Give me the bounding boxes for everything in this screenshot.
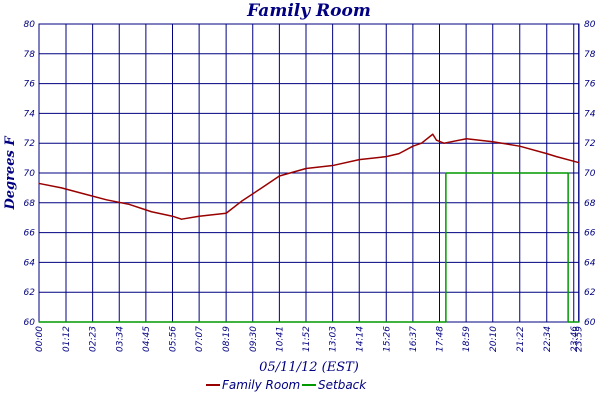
x-tick-label: 07:07 (195, 326, 205, 352)
y-tick-label-left: 64 (24, 258, 36, 268)
data-point-family-room (465, 138, 468, 140)
data-point-family-room (443, 142, 445, 144)
data-point-family-room (305, 167, 307, 170)
y-tick-label-right: 76 (584, 80, 596, 90)
y-tick-label-left: 76 (24, 80, 36, 90)
series-line-setback (39, 172, 579, 323)
data-point-setback (578, 321, 580, 323)
y-tick-label-right: 80 (584, 20, 596, 30)
x-tick-label: 00:00 (35, 326, 45, 352)
x-tick-label: 23:46 (570, 326, 580, 352)
legend: Family Room Setback (206, 378, 367, 392)
data-point-family-room (38, 182, 40, 185)
data-point-family-room (519, 145, 521, 147)
y-tick-label-right: 74 (584, 109, 596, 119)
data-point-family-room (578, 161, 580, 164)
y-tick-label-left: 80 (24, 20, 36, 30)
series-line-family-room (38, 133, 579, 220)
x-tick-label: 22:34 (543, 326, 553, 352)
y-tick-label-left: 70 (24, 169, 36, 179)
data-point-family-room (555, 156, 558, 158)
x-tick-label: 20:10 (489, 326, 499, 352)
y-tick-label-left: 60 (24, 318, 36, 328)
data-point-family-room (60, 187, 63, 189)
axes: 60 60 62 62 64 64 66 66 68 68 70 70 72 72 74 74 76 76 78 78… (24, 20, 596, 352)
data-point-family-room (180, 218, 183, 220)
x-tick-label: 14:14 (355, 326, 365, 352)
y-tick-label-left: 78 (24, 50, 36, 60)
y-axis-label: Degrees F (3, 136, 18, 211)
data-point-family-room (105, 199, 108, 201)
data-point-family-room (435, 139, 438, 141)
data-point-family-room (83, 193, 85, 195)
data-point-setback (567, 321, 569, 323)
x-tick-label: 18:59 (462, 326, 472, 352)
x-tick-label: 02:23 (89, 326, 99, 352)
data-point-setback (445, 321, 447, 323)
x-tick-label: 11:52 (302, 326, 312, 352)
x-tick-label: 17:48 (436, 326, 446, 352)
y-tick-label-right: 78 (584, 50, 596, 60)
data-point-family-room (398, 153, 400, 155)
x-tick-label: 09:30 (249, 326, 259, 352)
x-tick-label: 10:41 (275, 326, 285, 352)
x-tick-label: 21:22 (516, 326, 526, 352)
data-point-family-room (240, 200, 243, 202)
chart-title: Family Room (246, 1, 371, 21)
x-tick-label: 05:56 (169, 326, 179, 352)
y-tick-label-right: 72 (584, 139, 596, 149)
data-point-family-room (432, 133, 434, 135)
y-tick-label-right: 62 (584, 288, 596, 298)
data-point-family-room (546, 153, 548, 155)
y-tick-label-left: 62 (24, 288, 36, 298)
legend-label: Setback (318, 378, 367, 392)
y-tick-label-right: 64 (584, 258, 596, 268)
x-tick-label: 15:26 (382, 326, 392, 352)
data-point-family-room (198, 215, 200, 217)
data-point-family-room (225, 212, 227, 214)
data-point-family-room (128, 203, 130, 205)
data-point-family-room (385, 156, 387, 158)
series (38, 133, 580, 323)
data-point-family-room (412, 145, 414, 147)
legend-label: Family Room (222, 378, 300, 392)
data-point-family-room (420, 142, 423, 144)
y-tick-label-left: 72 (24, 139, 36, 149)
data-point-family-room (278, 175, 280, 177)
y-tick-label-right: 66 (584, 229, 596, 239)
x-tick-label: 23:59 (575, 326, 585, 352)
data-point-family-room (150, 211, 153, 213)
data-point-family-room (358, 158, 360, 161)
data-point-family-room (492, 141, 494, 143)
data-point-setback (38, 321, 40, 323)
x-axis-label: 05/11/12 (EST) (259, 360, 359, 375)
data-point-family-room (332, 164, 334, 167)
x-tick-label: 03:34 (115, 326, 125, 352)
data-point-family-room (263, 185, 265, 188)
y-tick-label-right: 70 (584, 169, 596, 179)
y-tick-label-left: 74 (24, 109, 36, 119)
x-tick-label: 08:19 (222, 326, 232, 352)
y-tick-label-left: 66 (24, 229, 36, 239)
y-tick-label-right: 60 (584, 318, 596, 328)
x-tick-label: 04:45 (142, 326, 152, 352)
y-tick-label-left: 68 (24, 199, 36, 209)
x-tick-label: 13:03 (329, 326, 339, 352)
x-tick-label: 16:37 (409, 326, 419, 352)
data-point-setback (445, 172, 447, 174)
data-point-setback (567, 172, 569, 174)
x-tick-label: 01:12 (62, 326, 72, 352)
y-tick-label-right: 68 (584, 199, 596, 209)
data-point-family-room (171, 215, 174, 217)
